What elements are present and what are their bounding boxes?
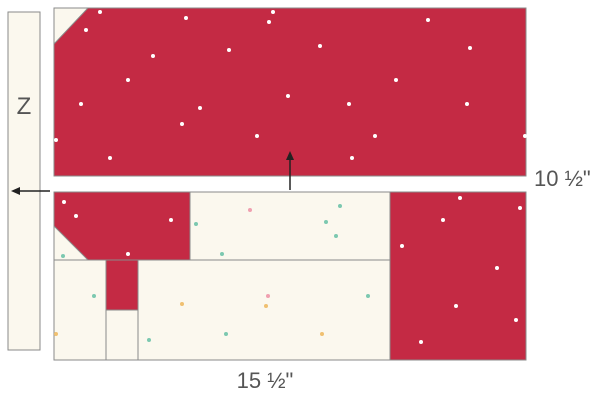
- top-panel-dots: [54, 10, 527, 160]
- fabric-dot: [350, 156, 354, 160]
- fabric-dot: [54, 138, 58, 142]
- up-arrow: [286, 151, 294, 190]
- fabric-dot: [518, 206, 522, 210]
- fabric-dot: [318, 44, 322, 48]
- fabric-dot: [465, 102, 469, 106]
- fabric-dot: [54, 332, 58, 336]
- fabric-dot: [454, 304, 458, 308]
- fabric-dot: [220, 252, 224, 256]
- fabric-dot: [227, 48, 231, 52]
- fabric-dot: [366, 294, 370, 298]
- fabric-dot: [324, 220, 328, 224]
- strip-z-label: Z: [17, 93, 32, 120]
- fabric-dot: [400, 244, 404, 248]
- fabric-dot: [514, 318, 518, 322]
- fabric-dot: [184, 16, 188, 20]
- fabric-dot: [180, 122, 184, 126]
- fabric-dot: [458, 196, 462, 200]
- fabric-dot: [441, 218, 445, 222]
- fabric-dot: [495, 266, 499, 270]
- strip-z: [7, 11, 41, 351]
- fabric-dot: [147, 338, 151, 342]
- bottom-block: [53, 191, 527, 361]
- fabric-dot: [84, 28, 88, 32]
- fabric-dot: [126, 252, 130, 256]
- fabric-dot: [373, 134, 377, 138]
- top-corner-triangle: [53, 7, 90, 46]
- fabric-dot: [180, 302, 184, 306]
- fabric-dot: [198, 106, 202, 110]
- fabric-dot: [267, 20, 271, 24]
- fabric-dot: [224, 332, 228, 336]
- fabric-dot: [334, 234, 338, 238]
- fabric-dot: [320, 332, 324, 336]
- fabric-dot: [419, 340, 423, 344]
- fabric-dot: [194, 222, 198, 226]
- fabric-dot: [266, 294, 270, 298]
- fabric-dot: [426, 18, 430, 22]
- fabric-dot: [523, 134, 527, 138]
- fabric-dot: [394, 78, 398, 82]
- fabric-dot: [108, 156, 112, 160]
- fabric-dot: [248, 208, 252, 212]
- bottom-block-dots: [54, 196, 522, 344]
- fabric-dot: [92, 294, 96, 298]
- fabric-dot: [347, 102, 351, 106]
- fabric-dot: [126, 78, 130, 82]
- bottom-red-small-square: [105, 259, 139, 311]
- height-dimension-label: 10 ½": [534, 166, 591, 191]
- fabric-dot: [61, 254, 65, 258]
- fabric-dot: [62, 200, 66, 204]
- fabric-dot: [271, 10, 275, 14]
- top-red-panel: [53, 7, 527, 177]
- fabric-dot: [98, 10, 102, 14]
- fabric-dot: [151, 54, 155, 58]
- bottom-red-right: [389, 191, 527, 361]
- fabric-dot: [255, 134, 259, 138]
- fabric-dot: [74, 214, 78, 218]
- fabric-dot: [169, 218, 173, 222]
- fabric-dot: [264, 304, 268, 308]
- left-arrow: [11, 187, 50, 195]
- fabric-dot: [79, 102, 83, 106]
- fabric-dot: [286, 94, 290, 98]
- fabric-dot: [338, 204, 342, 208]
- width-dimension-label: 15 ½": [237, 368, 294, 393]
- fabric-dot: [468, 46, 472, 50]
